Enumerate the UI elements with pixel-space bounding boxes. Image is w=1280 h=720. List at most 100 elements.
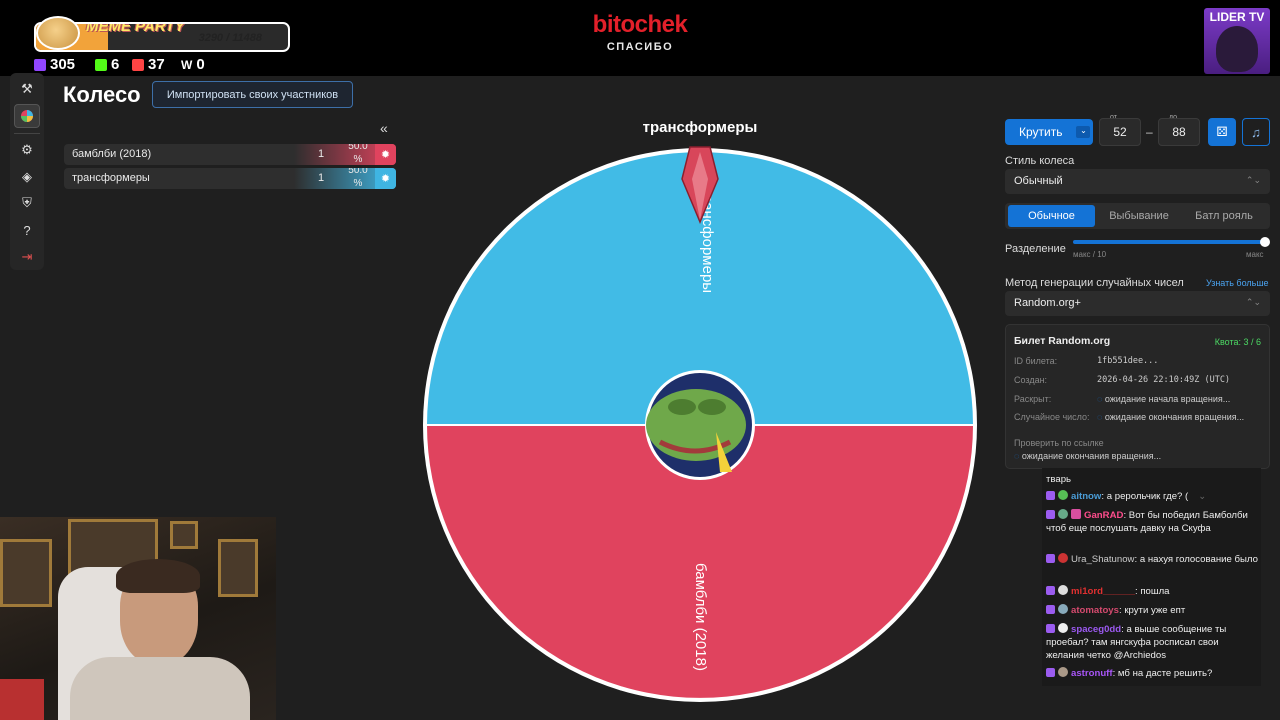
split-slider[interactable] (1073, 240, 1266, 244)
twitch-icon (1046, 510, 1055, 519)
help-icon[interactable]: ? (23, 222, 31, 238)
painting-frame (218, 539, 258, 597)
ticket-id-label: ID билета: (1014, 356, 1058, 366)
participant-name: бамблби (2018) (72, 148, 152, 160)
chat-username[interactable]: aitnow (1071, 491, 1102, 502)
collapse-panel-button[interactable]: « (380, 120, 388, 136)
chevron-down-icon[interactable]: ⌄ (1198, 491, 1207, 502)
participant-color-bar (294, 168, 396, 189)
wheel-icon[interactable] (14, 104, 40, 128)
meme-party-title: MEME PARTY (86, 22, 185, 35)
chevron-down-icon[interactable]: ⌄ (1076, 126, 1091, 138)
tab-battle-royale[interactable]: Батл рояль (1195, 210, 1253, 222)
ticket-verify-text: ожидание окончания вращения... (1021, 451, 1162, 461)
music-note-icon[interactable]: ♫ (1242, 118, 1270, 146)
ticket-verify-label[interactable]: Проверить по ссылке (1014, 438, 1104, 448)
stream-chat: тварь aitnow: а рерольчик где? (⌄ GanRAD… (1042, 468, 1261, 686)
chat-username[interactable]: astronuff (1071, 668, 1113, 679)
logout-icon[interactable]: ⇥ (21, 249, 33, 264)
chat-message-text: мб на дасте решить? (1117, 668, 1213, 679)
layers-icon[interactable]: ◈ (22, 169, 32, 184)
streamer-hair (116, 559, 200, 593)
participant-row[interactable]: бамблби (2018) 1 50.0 % ✹ (64, 144, 396, 165)
ticket-random-text: ожидание окончания вращения... (1104, 412, 1245, 422)
mode-tabs: Обычное Выбывание Батл рояль (1005, 203, 1270, 229)
chat-message: spaceg0dd: а выше сообщение ты проебал? … (1046, 623, 1227, 661)
avatar (1058, 623, 1068, 633)
wheel-style-select[interactable]: Обычный ⌃⌄ (1005, 169, 1270, 194)
split-slider-handle[interactable] (1260, 237, 1270, 247)
lightbulb-icon[interactable]: ✹ (375, 168, 396, 189)
spin-wheel[interactable]: трансформеры бамблби (2018) (420, 142, 980, 707)
range-dash: – (1146, 125, 1153, 139)
range-from-input[interactable]: 52 (1099, 118, 1141, 146)
brand-subtitle: СПАСИБО (606, 41, 674, 53)
ticket-quota: Квота: 3 / 6 (1214, 337, 1261, 347)
range-to-label: до (1169, 114, 1177, 121)
lightbulb-icon[interactable]: ✹ (375, 144, 396, 165)
import-participants-button[interactable]: Импортировать своих участников (152, 81, 353, 108)
gear-icon[interactable]: ⚙ (21, 142, 33, 157)
participant-row[interactable]: трансформеры 1 50.0 % ✹ (64, 168, 396, 189)
webcam-feed (0, 517, 276, 720)
ticket-revealed-text: ожидание начала вращения... (1104, 394, 1231, 404)
wheel-style-label: Стиль колеса (1005, 155, 1075, 167)
gavel-icon[interactable]: ⚒ (21, 81, 33, 96)
avatar (1058, 490, 1068, 500)
shield-icon[interactable]: ⛨ (22, 195, 32, 210)
chat-message: GanRAD: Вот бы победил Бамболби чтоб еще… (1046, 509, 1248, 534)
ticket-created-label: Создан: (1014, 375, 1048, 385)
random-org-ticket: Билет Random.org Квота: 3 / 6 ID билета:… (1005, 324, 1270, 469)
chevron-updown-icon: ⌃⌄ (1245, 175, 1261, 185)
chat-message-text: пошла (1140, 586, 1170, 597)
channel-name: LIDER TV (1209, 10, 1265, 24)
tab-normal[interactable]: Обычное (1008, 205, 1095, 227)
chat-message: astronuff: мб на дасте решить? (1046, 667, 1258, 680)
split-label: Разделение (1005, 243, 1066, 255)
rng-learn-more-link[interactable]: Узнать больше (1206, 278, 1269, 288)
split-max-label: макс (1246, 250, 1264, 259)
twitch-icon (1046, 668, 1055, 677)
dice-icon[interactable]: ⚄ (1208, 118, 1236, 146)
chat-username[interactable]: Ura_Shatunow (1071, 554, 1135, 565)
chat-message: mi1ord______: пошла (1046, 585, 1258, 598)
ticket-created-value: 2026-04-26 22:10:49Z (UTC) (1097, 375, 1231, 385)
meme-party-count: 3290 / 11488 (198, 32, 262, 44)
vk-live-viewer-count: 37 (148, 56, 165, 73)
chat-username[interactable]: atomatoys (1071, 605, 1119, 616)
chat-message-text: тварь (1046, 474, 1072, 485)
tab-elimination[interactable]: Выбывание (1109, 210, 1169, 222)
streamer-shirt (70, 657, 250, 720)
ticket-id-value: 1fb551dee... (1097, 356, 1159, 366)
wheel-current-winner: трансформеры (642, 119, 758, 136)
participant-weight: 1 (318, 148, 325, 160)
spinner-icon: ◌ (1097, 412, 1105, 422)
spin-button[interactable]: Крутить ⌄ (1005, 119, 1093, 145)
rng-value: Random.org+ (1014, 297, 1081, 309)
chat-message-text: а выше сообщение ты проебал? там янгскуф… (1046, 624, 1227, 661)
kick-icon (95, 58, 107, 71)
rng-select[interactable]: Random.org+ ⌃⌄ (1005, 291, 1270, 316)
chat-message: aitnow: а рерольчик где? (⌄ (1046, 490, 1258, 503)
chat-message: atomatoys: крути уже епт (1046, 604, 1258, 617)
avatar (1058, 667, 1068, 677)
avatar (1058, 585, 1068, 595)
twitch-icon (1046, 586, 1055, 595)
chat-username[interactable]: GanRAD (1084, 510, 1124, 521)
chat-message-text: а нахуя голосование было (1139, 554, 1258, 565)
background-object (0, 679, 44, 720)
avatar (1058, 553, 1068, 563)
range-to-input[interactable]: 88 (1158, 118, 1200, 146)
w-icon: W (181, 57, 193, 72)
wheel-pointer-icon (681, 146, 719, 224)
twitch-icon (34, 58, 46, 71)
chat-message: Ura_Shatunow: а нахуя голосование было (1046, 553, 1258, 566)
heart-badge-icon (1071, 509, 1081, 519)
chat-username[interactable]: spaceg0dd (1071, 624, 1122, 635)
ticket-random-label: Случайное число: (1014, 412, 1090, 422)
pepe-center-icon (645, 370, 755, 480)
chat-username[interactable]: mi1ord______ (1071, 586, 1135, 597)
brand-logo: bitochek (592, 11, 688, 38)
rng-label: Метод генерации случайных чисел (1005, 277, 1184, 289)
spin-button-label: Крутить (1019, 125, 1063, 139)
